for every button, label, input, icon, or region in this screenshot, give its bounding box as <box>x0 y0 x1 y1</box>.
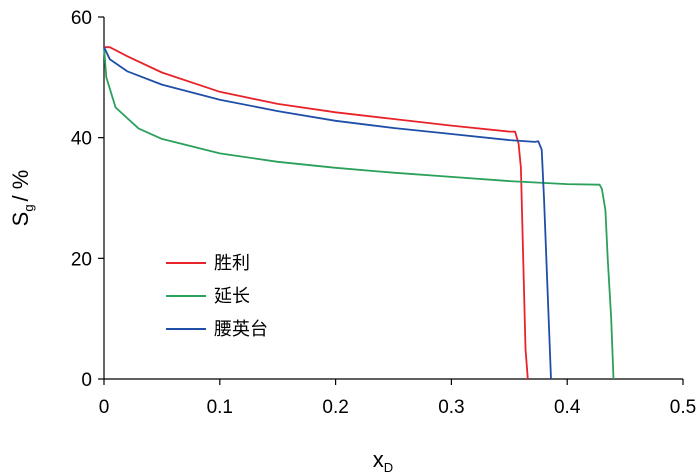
y-tick-label: 20 <box>71 249 92 270</box>
x-axis-title: xD <box>373 447 393 475</box>
y-tick-label: 60 <box>71 8 92 29</box>
series-line-3 <box>103 46 552 380</box>
x-tick-label: 0.4 <box>554 397 581 418</box>
y-tick-label: 40 <box>71 129 92 150</box>
axis-titles: xD Sg/ % <box>8 170 393 475</box>
legend-label: 延长 <box>214 286 250 307</box>
series-group <box>103 46 615 380</box>
y-axis-title: Sg/ % <box>8 170 36 227</box>
series-line-1 <box>104 46 529 380</box>
x-tick-label: 0.1 <box>207 397 233 418</box>
y-tick-label: 0 <box>81 370 92 391</box>
series-line-2 <box>103 47 615 380</box>
x-tick-label: 0 <box>99 397 110 418</box>
x-tick-label: 0.3 <box>438 397 464 418</box>
x-tick-label: 0.2 <box>322 397 348 418</box>
axes: 0 20 40 60 0 0.1 0.2 0.3 0.4 0.5 <box>71 8 696 418</box>
x-tick-label: 0.5 <box>670 397 696 418</box>
legend-label: 胜利 <box>214 253 250 274</box>
legend-label: 腰英台 <box>214 319 268 340</box>
